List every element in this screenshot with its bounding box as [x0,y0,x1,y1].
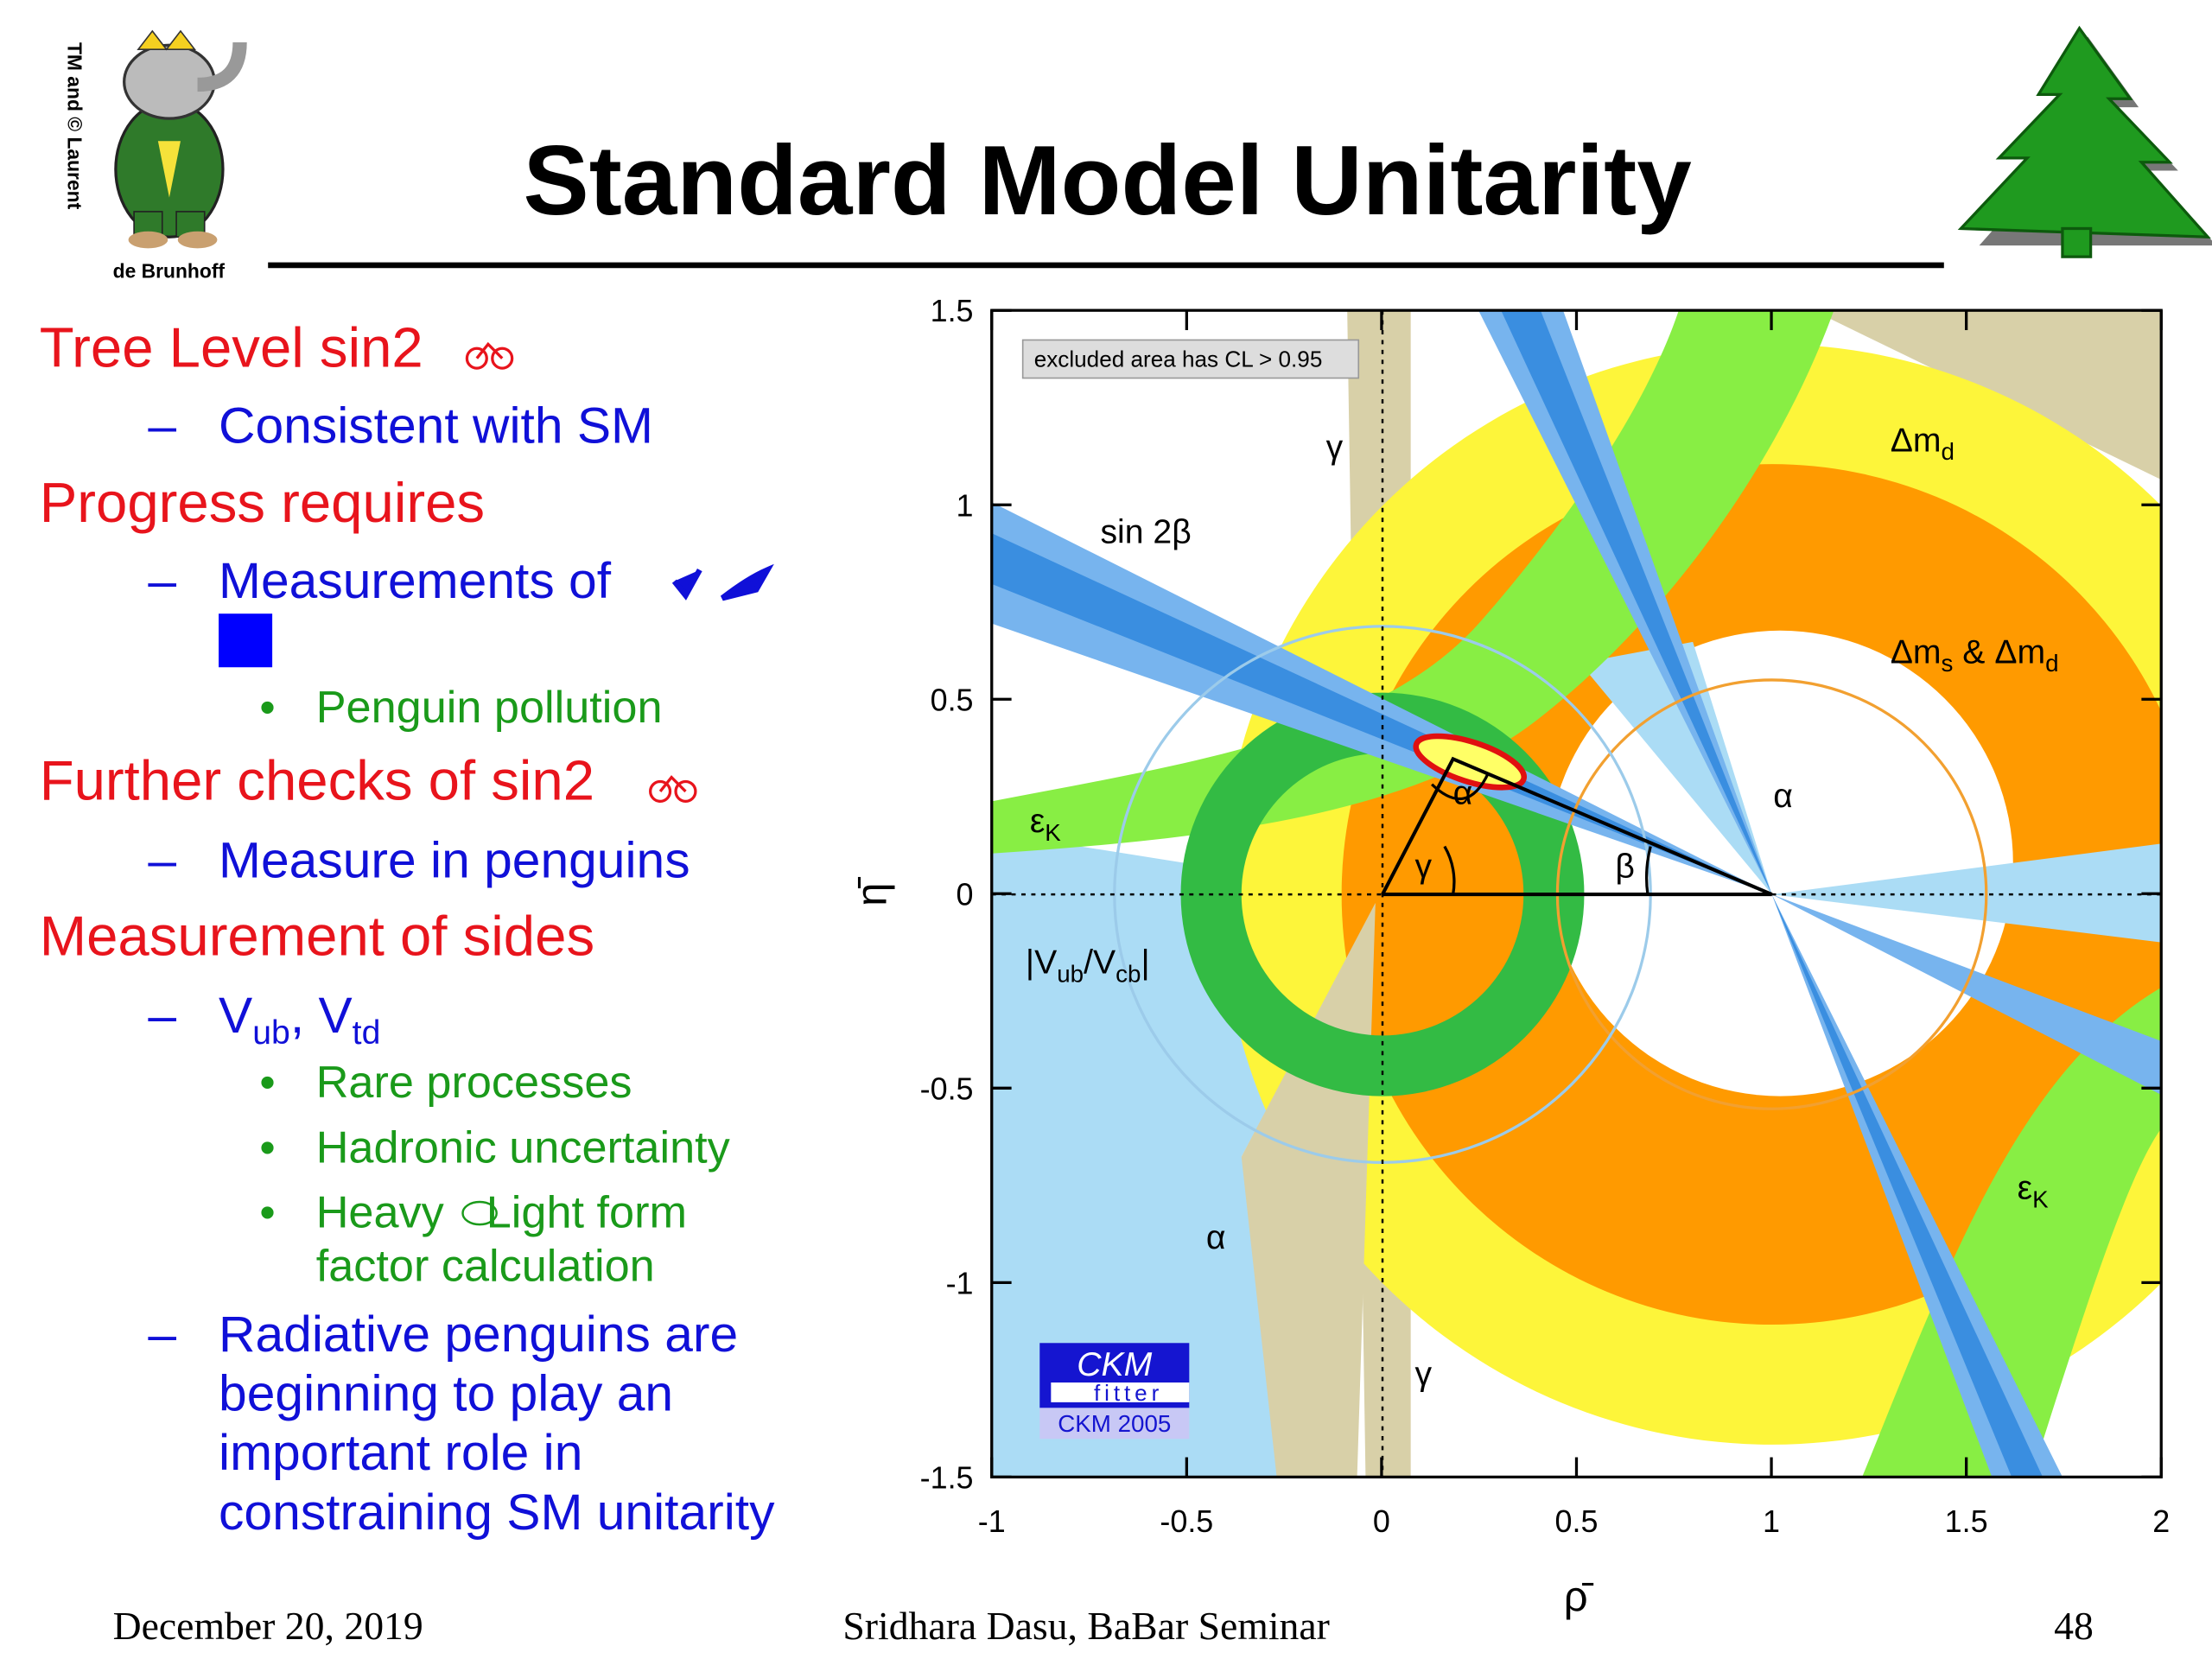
dash: – [148,833,176,889]
logo-credit: de Brunhoff [113,260,226,283]
axis-ticks: -1 -0.5 0 0.5 1 1.5 2-1.5-1-0.500.511.5 [920,293,2171,1539]
dash: – [148,1306,176,1363]
annotation: Δmd [1891,422,1955,465]
x-tick-label: 1 [1763,1503,1780,1539]
annotation: εK [2018,1170,2049,1213]
annotation: |Vub/Vcb| [1026,944,1150,988]
bullet: Further checks of sin2 [40,749,594,812]
symbol-icon [461,1200,498,1226]
bullet: Progress requires [40,471,485,534]
annotation: Δms & Δmd [1891,633,2059,677]
bullet: Penguin pollution [316,683,663,733]
bullets: Tree Level sin2 – Consistent with SM Pro… [40,315,775,1540]
annotation: εK [1030,803,1061,846]
badge [1051,1382,1190,1402]
babar-logo [114,29,247,249]
dash: – [148,553,176,609]
dot: • [259,1058,275,1108]
bullet: Radiative penguins are [219,1306,738,1363]
x-axis-label: ρ̄ [1564,1573,1594,1620]
annotation: sin 2β [1100,514,1191,551]
badge [1039,1343,1190,1382]
badge [1039,1408,1190,1440]
annotation: β [1615,849,1635,886]
bike-icon [465,341,514,370]
bullet: Hadronic uncertainty [316,1122,731,1173]
x-tick-label: 2 [2152,1503,2170,1539]
y-tick-label: -1 [946,1265,974,1300]
symbol-icon [671,563,774,601]
bullet: Consistent with SM [219,398,653,454]
y-axis-label: η̄ [849,876,895,906]
x-tick-label: 0 [1373,1503,1390,1539]
dot: • [259,1122,275,1173]
y-tick-label: 0.5 [931,682,974,717]
y-tick-label: 0 [957,876,974,912]
bullet: Measurement of sides [40,904,594,967]
dash: – [148,988,176,1044]
logo-credit: TM and © Laurent [63,42,86,210]
annotation: α [1206,1219,1226,1256]
legend-box [1021,339,1360,379]
bike-icon [649,775,697,803]
bullet: Tree Level sin2 [40,315,423,378]
badge-text: CKM 2005 [1058,1410,1171,1437]
badge-text: fitter [1094,1380,1163,1406]
bullet: constraining SM unitarity [219,1484,775,1541]
symbol-box [219,613,273,668]
bullet: Rare processes [316,1058,632,1108]
x-tick-label: -1 [978,1503,1006,1539]
y-tick-label: 1 [957,487,974,523]
annotation: γ [1415,849,1433,886]
ckm-plot [991,310,2162,1478]
annotation: γ [1415,1356,1433,1393]
y-tick-label: -0.5 [920,1071,974,1106]
footer-page: 48 [2054,1604,2094,1648]
y-tick-label: -1.5 [920,1459,974,1495]
footer-author: Sridhara Dasu, BaBar Seminar [842,1604,1330,1648]
dot: • [259,683,275,733]
bullet: Measurements of [219,553,612,609]
x-tick-label: 0.5 [1555,1503,1599,1539]
bullet: beginning to play an [219,1366,673,1422]
dot: • [259,1187,275,1237]
tree-logo [1957,25,2212,258]
bullet: important role in [219,1425,582,1481]
title: Standard Model Unitarity [523,126,1691,236]
annotation: α [1773,778,1793,815]
y-tick-label: 1.5 [931,293,974,328]
dash: – [148,398,176,454]
badge-text: CKM [1077,1346,1152,1383]
x-tick-label: -0.5 [1160,1503,1213,1539]
footer-date: December 20, 2019 [113,1604,423,1648]
x-tick-label: 1.5 [1945,1503,1988,1539]
annotation: α [1453,775,1473,812]
bullet: Heavy Light form [316,1187,687,1237]
bullet: Vub, Vtd [219,988,380,1052]
bullet: factor calculation [316,1241,655,1291]
legend: excluded area has CL > 0.95 [1034,346,1323,372]
bullet: Measure in penguins [219,833,690,889]
annotation: γ [1326,429,1344,467]
